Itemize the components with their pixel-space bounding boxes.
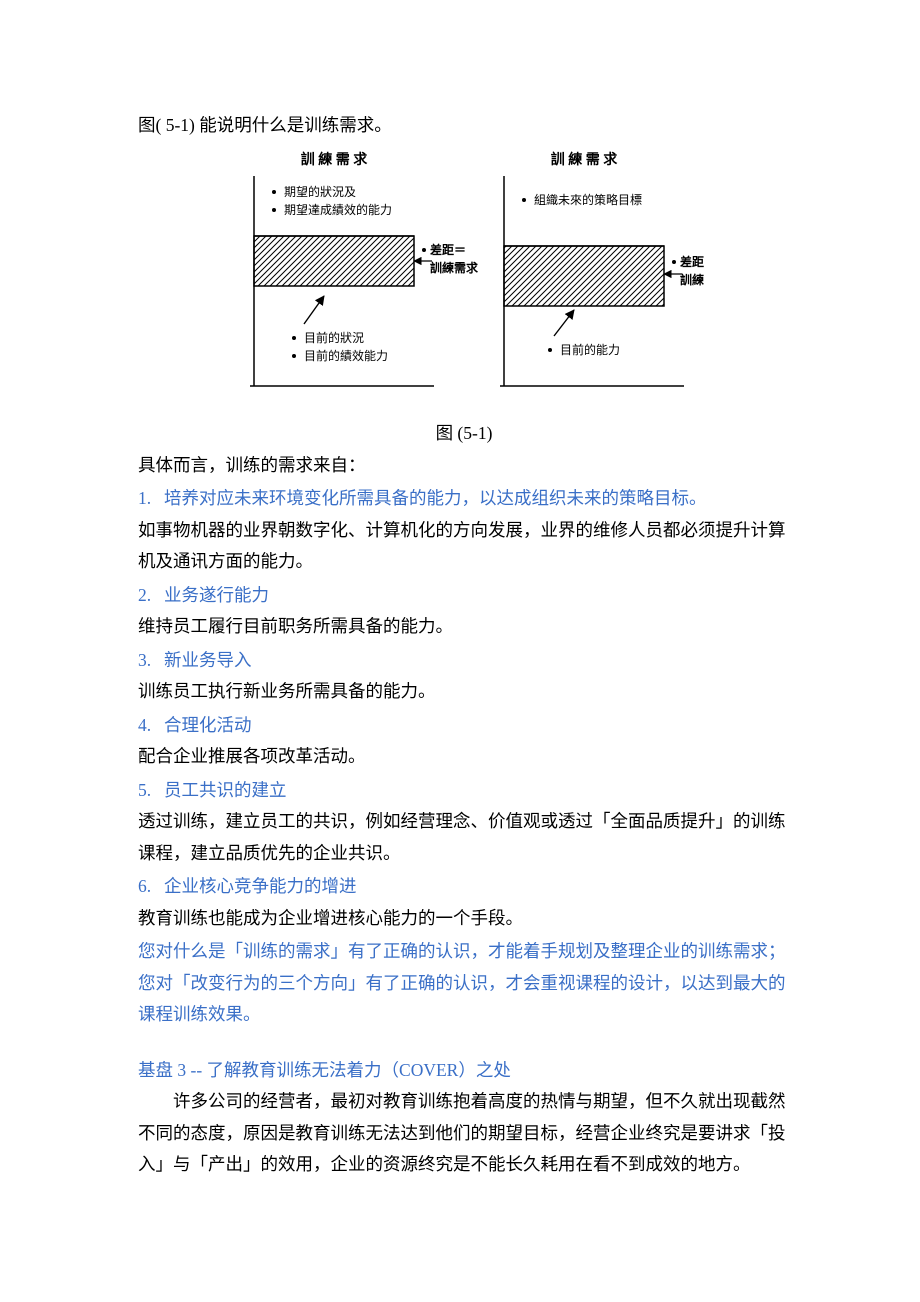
list-number: 1. — [138, 483, 164, 515]
figure-5-1-diagram: 訓 練 需 求期望的狀況及期望達成績效的能力差距＝ 訓練需求目前的狀況目前的績效能… — [138, 146, 790, 417]
remark-paragraph: 您对什么是「训练的需求」有了正确的认识，才能着手规划及整理企业的训练需求；您对「… — [138, 936, 790, 1031]
list-item-head: 4.合理化活动 — [138, 710, 790, 742]
list-item-head: 1.培养对应未来环境变化所需具备的能力，以达成组织未来的策略目标。 — [138, 483, 790, 515]
svg-text:訓 練 需 求: 訓 練 需 求 — [301, 151, 368, 168]
list-number: 2. — [138, 580, 164, 612]
svg-text:差距＝: 差距＝ — [679, 254, 704, 269]
list-item-head: 5.员工共识的建立 — [138, 775, 790, 807]
svg-text:目前的能力: 目前的能力 — [560, 342, 620, 357]
list-title: 培养对应未来环境变化所需具备的能力，以达成组织未来的策略目标。 — [164, 488, 707, 508]
svg-text:訓練需求: 訓練需求 — [680, 272, 704, 287]
list-number: 4. — [138, 710, 164, 742]
svg-text:組織未來的策略目標: 組織未來的策略目標 — [534, 192, 642, 207]
list-body: 如事物机器的业界朝数字化、计算机化的方向发展，业界的维修人员都必须提升计算机及通… — [138, 515, 790, 578]
document-page: 图( 5-1) 能说明什么是训练需求。 訓 練 需 求期望的狀況及期望達成績效的… — [0, 0, 920, 1302]
list-title: 员工共识的建立 — [164, 780, 287, 800]
list-number: 6. — [138, 871, 164, 903]
list-item-head: 6.企业核心竞争能力的增进 — [138, 871, 790, 903]
svg-text:期望達成績效的能力: 期望達成績效的能力 — [284, 202, 392, 217]
svg-text:期望的狀況及: 期望的狀況及 — [284, 184, 356, 199]
svg-text:目前的績效能力: 目前的績效能力 — [304, 348, 388, 363]
list-title: 合理化活动 — [164, 715, 252, 735]
intro-line: 图( 5-1) 能说明什么是训练需求。 — [138, 110, 790, 142]
training-need-diagram: 訓 練 需 求期望的狀況及期望達成績效的能力差距＝ 訓練需求目前的狀況目前的績效能… — [224, 146, 704, 406]
list-body: 训练员工执行新业务所需具备的能力。 — [138, 676, 790, 708]
list-item-head: 2.业务遂行能力 — [138, 580, 790, 612]
svg-text:訓練需求: 訓練需求 — [430, 260, 479, 275]
lead-line: 具体而言，训练的需求来自： — [138, 450, 790, 482]
list-number: 3. — [138, 645, 164, 677]
section-3-heading: 基盘 3 -- 了解教育训练无法着力（COVER）之处 — [138, 1055, 790, 1087]
list-number: 5. — [138, 775, 164, 807]
list-item-head: 3.新业务导入 — [138, 645, 790, 677]
svg-text:目前的狀況: 目前的狀況 — [304, 330, 364, 345]
list-body: 维持员工履行目前职务所需具备的能力。 — [138, 611, 790, 643]
svg-text:差距＝: 差距＝ — [429, 242, 466, 257]
list-body: 配合企业推展各项改革活动。 — [138, 741, 790, 773]
figure-caption: 图 (5-1) — [138, 418, 790, 450]
list-title: 新业务导入 — [164, 650, 252, 670]
svg-text:訓 練 需 求: 訓 練 需 求 — [551, 151, 618, 168]
list-body: 教育训练也能成为企业增进核心能力的一个手段。 — [138, 903, 790, 935]
section-3-body: 许多公司的经营者，最初对教育训练抱着高度的热情与期望，但不久就出现截然不同的态度… — [138, 1086, 790, 1181]
list-body: 透过训练，建立员工的共识，例如经营理念、价值观或透过「全面品质提升」的训练课程，… — [138, 806, 790, 869]
list-title: 企业核心竞争能力的增进 — [164, 876, 357, 896]
list-title: 业务遂行能力 — [164, 585, 269, 605]
numbered-list: 1.培养对应未来环境变化所需具备的能力，以达成组织未来的策略目标。如事物机器的业… — [138, 483, 790, 934]
